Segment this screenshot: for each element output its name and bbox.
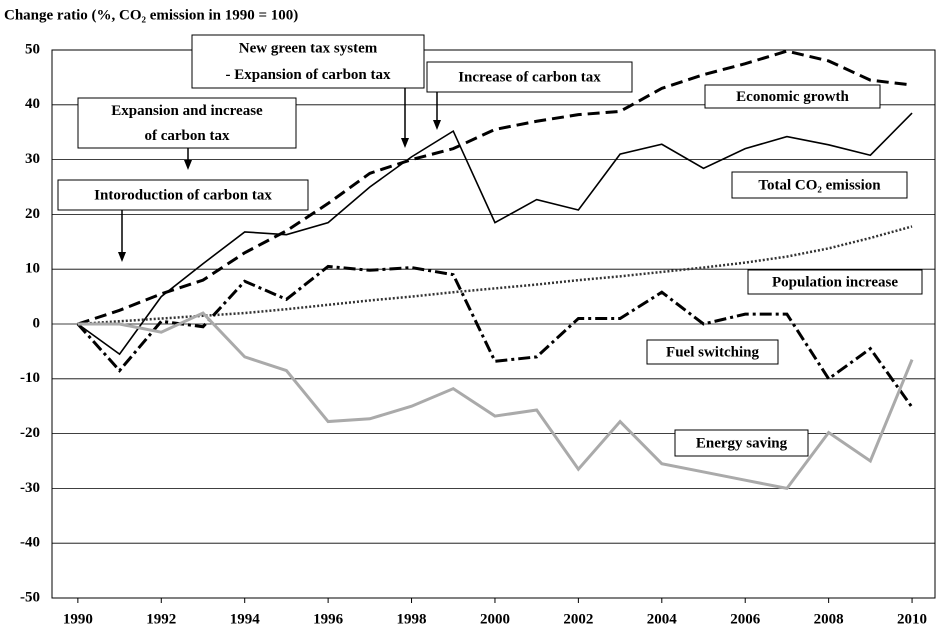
annotation-text: Intoroduction of carbon tax [94, 187, 272, 203]
series-label: Total CO₂ emission [758, 177, 881, 193]
annotation-text: of carbon tax [145, 128, 230, 144]
plot-frame [51, 49, 936, 599]
y-tick-label: -40 [20, 535, 40, 551]
y-tick-label: -30 [20, 480, 40, 496]
annotation-text: - Expansion of carbon tax [225, 67, 391, 83]
series-line [77, 112, 913, 356]
annotation-text: New green tax system [239, 41, 378, 57]
label-box [191, 34, 425, 89]
y-tick-label: 0 [33, 315, 41, 331]
arrow-head [184, 160, 192, 170]
x-tick-label: 1992 [146, 611, 176, 627]
series-label: Energy saving [696, 435, 788, 451]
x-tick-label: 2006 [730, 611, 761, 627]
label-box [77, 97, 297, 149]
annotation-text: Expansion and increase [111, 103, 263, 119]
y-tick-label: -10 [20, 370, 40, 386]
x-tick-label: 2008 [814, 611, 844, 627]
arrow-head [433, 120, 441, 130]
arrow-head [401, 138, 409, 148]
label-box [731, 171, 908, 199]
y-tick-label: 10 [25, 261, 40, 277]
y-tick-label: 20 [25, 206, 40, 222]
series-line [76, 264, 914, 409]
y-tick-label: 50 [25, 41, 40, 57]
x-tick-label: 2004 [647, 611, 678, 627]
y-tick-label: -50 [20, 589, 40, 605]
x-tick-label: 1998 [397, 611, 427, 627]
x-tick-label: 2000 [480, 611, 510, 627]
x-tick-label: 1990 [63, 611, 93, 627]
y-tick-label: -20 [20, 425, 40, 441]
arrow-head [118, 252, 126, 262]
label-box [674, 429, 809, 457]
label-box [426, 61, 633, 93]
series-line [77, 311, 914, 491]
chart-title: Change ratio (%, CO₂ emission in 1990 = … [4, 7, 298, 23]
y-tick-label: 40 [25, 96, 40, 112]
label-box [747, 269, 923, 295]
series-label: Population increase [772, 274, 898, 290]
series-line [77, 49, 913, 326]
series-label: Fuel switching [666, 344, 759, 360]
annotation-text: Increase of carbon tax [458, 69, 601, 85]
label-box [704, 84, 881, 109]
x-tick-label: 2002 [563, 611, 593, 627]
x-tick-label: 2010 [897, 611, 927, 627]
x-tick-label: 1996 [313, 611, 344, 627]
y-tick-label: 30 [25, 151, 40, 167]
label-box [646, 339, 779, 365]
x-tick-label: 1994 [230, 611, 261, 627]
label-box [57, 179, 309, 211]
series-label: Economic growth [736, 89, 849, 105]
